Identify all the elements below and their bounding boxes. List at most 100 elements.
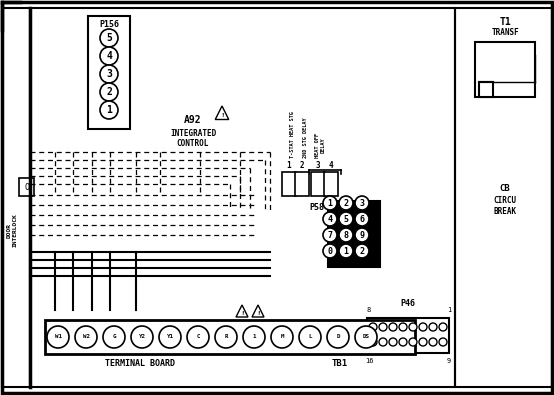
Circle shape	[399, 323, 407, 331]
Circle shape	[429, 338, 437, 346]
Text: 6: 6	[360, 214, 365, 224]
Text: 1: 1	[106, 105, 112, 115]
Circle shape	[100, 47, 118, 65]
Circle shape	[355, 326, 377, 348]
Bar	[328, 201, 380, 267]
Circle shape	[439, 323, 447, 331]
Text: 9: 9	[447, 358, 451, 364]
Text: G: G	[112, 335, 116, 339]
Circle shape	[131, 326, 153, 348]
Circle shape	[389, 323, 397, 331]
Bar	[2, 8, 30, 387]
Text: P46: P46	[401, 299, 416, 308]
Text: W2: W2	[83, 335, 90, 339]
Text: 9: 9	[360, 231, 365, 239]
Circle shape	[299, 326, 321, 348]
Text: INTEGRATED: INTEGRATED	[170, 128, 216, 137]
Polygon shape	[252, 305, 264, 317]
Text: CB: CB	[500, 184, 510, 192]
Text: 8: 8	[367, 307, 371, 313]
Polygon shape	[216, 106, 229, 120]
Text: DS: DS	[362, 335, 370, 339]
Circle shape	[100, 29, 118, 47]
Text: !: !	[220, 113, 223, 118]
Text: 4: 4	[106, 51, 112, 61]
Circle shape	[419, 323, 427, 331]
Text: 1: 1	[252, 335, 256, 339]
Circle shape	[323, 212, 337, 226]
Circle shape	[159, 326, 181, 348]
Circle shape	[339, 196, 353, 210]
Text: BREAK: BREAK	[494, 207, 516, 216]
Text: W1: W1	[54, 335, 61, 339]
Text: TB1: TB1	[332, 359, 348, 367]
Text: 2ND STG DELAY: 2ND STG DELAY	[302, 117, 307, 158]
Circle shape	[419, 338, 427, 346]
Text: DOOR
INTERLOCK: DOOR INTERLOCK	[7, 213, 17, 247]
Circle shape	[369, 323, 377, 331]
Circle shape	[439, 338, 447, 346]
Text: D: D	[336, 335, 340, 339]
Text: 2: 2	[343, 199, 348, 207]
Text: 0: 0	[327, 246, 332, 256]
Text: 3: 3	[360, 199, 365, 207]
Text: 3: 3	[106, 69, 112, 79]
Text: T-STAT HEAT STG: T-STAT HEAT STG	[290, 111, 295, 158]
Text: HEAT OFF
DELAY: HEAT OFF DELAY	[315, 133, 325, 158]
Text: 8: 8	[343, 231, 348, 239]
Circle shape	[271, 326, 293, 348]
Text: 1: 1	[343, 246, 348, 256]
Bar	[475, 42, 535, 97]
Circle shape	[379, 323, 387, 331]
Circle shape	[399, 338, 407, 346]
Circle shape	[379, 338, 387, 346]
Text: 7: 7	[327, 231, 332, 239]
Circle shape	[323, 196, 337, 210]
Text: O: O	[24, 182, 29, 192]
Circle shape	[339, 244, 353, 258]
Text: 2: 2	[360, 246, 365, 256]
Circle shape	[75, 326, 97, 348]
Text: R: R	[224, 335, 228, 339]
Text: 16: 16	[365, 358, 373, 364]
Text: 4: 4	[329, 160, 334, 169]
Text: Y2: Y2	[138, 335, 146, 339]
Circle shape	[100, 83, 118, 101]
Circle shape	[100, 65, 118, 83]
Circle shape	[339, 228, 353, 242]
Bar	[455, 8, 552, 387]
Text: 2: 2	[106, 87, 112, 97]
Bar	[282, 172, 296, 196]
Circle shape	[355, 244, 369, 258]
Text: 1: 1	[447, 307, 451, 313]
Circle shape	[323, 228, 337, 242]
Bar	[88, 16, 130, 129]
Bar	[45, 320, 415, 354]
Circle shape	[429, 323, 437, 331]
Text: CIRCU: CIRCU	[494, 196, 516, 205]
Text: TRANSF: TRANSF	[491, 28, 519, 36]
Text: 1: 1	[327, 199, 332, 207]
Circle shape	[355, 228, 369, 242]
Text: C: C	[196, 335, 200, 339]
Text: 4: 4	[327, 214, 332, 224]
Bar	[19, 178, 34, 196]
Circle shape	[389, 338, 397, 346]
Circle shape	[355, 196, 369, 210]
Text: 5: 5	[343, 214, 348, 224]
Text: M: M	[280, 335, 284, 339]
Circle shape	[187, 326, 209, 348]
Circle shape	[339, 212, 353, 226]
Bar	[295, 172, 309, 196]
Text: P156: P156	[99, 19, 119, 28]
Text: !: !	[241, 311, 243, 316]
Text: T1: T1	[499, 17, 511, 27]
Circle shape	[215, 326, 237, 348]
Text: TERMINAL BOARD: TERMINAL BOARD	[105, 359, 175, 367]
Text: Y1: Y1	[167, 335, 173, 339]
Circle shape	[323, 244, 337, 258]
Bar	[311, 172, 325, 196]
Text: !: !	[257, 311, 259, 316]
Circle shape	[47, 326, 69, 348]
Bar	[367, 318, 449, 353]
